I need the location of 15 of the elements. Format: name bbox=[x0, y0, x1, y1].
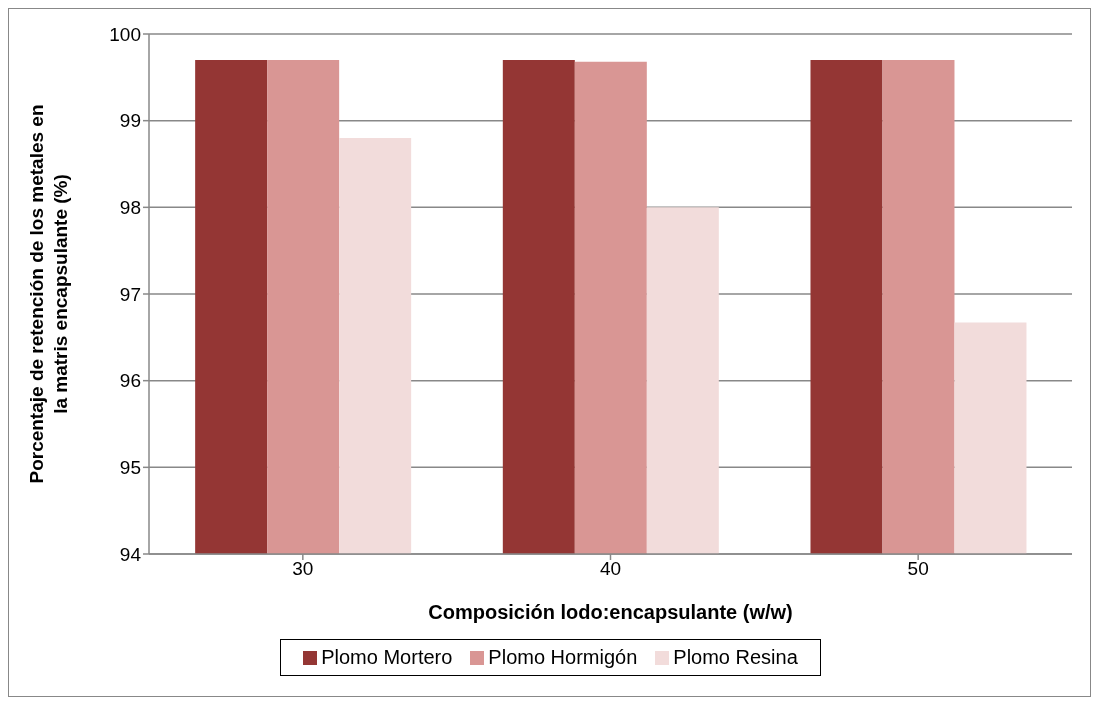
y-tick-label: 95 bbox=[119, 457, 141, 479]
x-tick-label: 40 bbox=[599, 558, 622, 580]
y-axis-title: Porcentaje de retención de los metales en la matris encapsulante (%) bbox=[26, 104, 71, 484]
legend-label: Plomo Mortero bbox=[320, 646, 453, 669]
y-tick-label: 100 bbox=[109, 23, 141, 45]
y-tick-label: 99 bbox=[119, 110, 141, 132]
y-tick-label: 98 bbox=[119, 197, 141, 219]
legend-label: Plomo Resina bbox=[672, 646, 798, 669]
y-tick-label: 94 bbox=[119, 543, 142, 565]
y-tick-label: 96 bbox=[119, 370, 141, 392]
legend-label: Plomo Hormigón bbox=[487, 646, 638, 669]
x-tick-label: 30 bbox=[292, 558, 314, 580]
x-axis-title: Composición lodo:encapsulante (w/w) bbox=[428, 601, 793, 623]
y-tick-label: 97 bbox=[119, 283, 141, 305]
x-tick-label: 50 bbox=[907, 558, 929, 580]
